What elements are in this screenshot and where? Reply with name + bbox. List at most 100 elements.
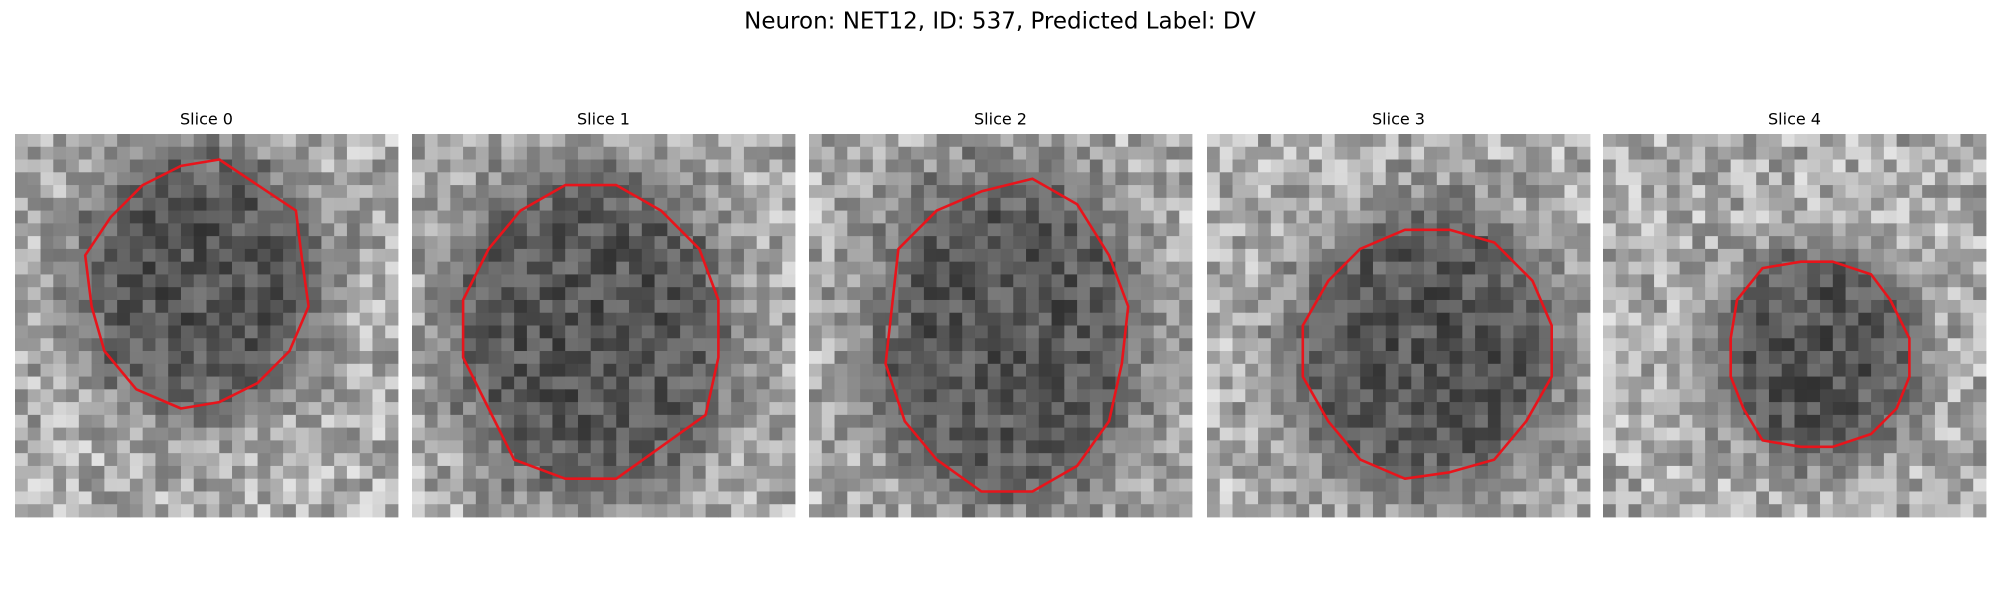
pixel <box>295 402 310 416</box>
pixel <box>1064 376 1078 390</box>
pixel <box>731 134 745 148</box>
pixel <box>1166 299 1180 314</box>
pixel <box>1309 351 1323 365</box>
pixel <box>692 376 707 390</box>
pixel <box>232 478 246 492</box>
pixel <box>1128 427 1142 441</box>
pixel <box>1807 453 1821 467</box>
pixel <box>1832 453 1846 467</box>
pixel <box>1705 338 1719 352</box>
pixel <box>731 236 745 250</box>
pixel <box>424 287 438 301</box>
pixel <box>1258 504 1272 518</box>
pixel <box>1245 376 1259 390</box>
pixel <box>603 299 617 314</box>
pixel <box>1321 172 1336 186</box>
pixel <box>1538 427 1553 441</box>
pixel <box>616 427 630 441</box>
pixel <box>1973 465 1987 480</box>
pixel <box>1077 351 1091 365</box>
pixel <box>129 274 144 288</box>
pixel <box>898 453 912 467</box>
pixel <box>359 172 373 186</box>
pixel <box>1232 146 1246 160</box>
pixel <box>821 440 835 454</box>
pixel <box>1756 172 1770 186</box>
pixel <box>1232 440 1246 454</box>
pixel <box>911 325 925 339</box>
pixel <box>104 491 118 505</box>
pixel <box>1270 197 1284 211</box>
pixel <box>450 248 464 263</box>
pixel <box>1781 440 1795 454</box>
pixel <box>40 491 54 505</box>
pixel <box>1140 299 1155 314</box>
pixel <box>1102 146 1116 160</box>
pixel <box>232 312 246 326</box>
pixel <box>1947 299 1961 314</box>
pixel <box>1207 338 1221 352</box>
pixel <box>1153 223 1167 237</box>
pixel <box>629 287 643 301</box>
pixel <box>117 338 131 352</box>
pixel <box>641 453 655 467</box>
pixel <box>1398 146 1412 160</box>
pixel <box>424 414 438 429</box>
pixel <box>1947 236 1961 250</box>
pixel <box>1551 363 1565 377</box>
pixel <box>1153 465 1167 480</box>
pixel <box>1000 197 1014 211</box>
pixel <box>1526 159 1540 173</box>
pixel <box>1551 325 1565 339</box>
pixel <box>565 325 579 339</box>
pixel <box>450 465 464 480</box>
pixel <box>987 210 1001 224</box>
pixel <box>104 134 118 148</box>
pixel <box>1153 197 1167 211</box>
pixel <box>1807 363 1821 377</box>
pixel <box>1283 478 1297 492</box>
pixel <box>1692 159 1706 173</box>
pixel <box>117 389 131 403</box>
pixel <box>1654 312 1668 326</box>
pixel <box>1973 172 1987 186</box>
pixel <box>1051 172 1065 186</box>
pixel <box>463 185 477 199</box>
pixel <box>91 185 105 199</box>
pixel <box>641 427 655 441</box>
pixel <box>1730 414 1744 429</box>
pixel <box>962 248 976 263</box>
pixel <box>705 440 719 454</box>
pixel <box>53 134 67 148</box>
pixel <box>1038 299 1052 314</box>
pixel <box>15 363 29 377</box>
pixel <box>193 210 207 224</box>
pixel <box>667 351 681 365</box>
pixel <box>1615 376 1629 390</box>
pixel <box>244 491 258 505</box>
pixel <box>206 223 220 237</box>
pixel <box>193 453 207 467</box>
pixel <box>1360 223 1374 237</box>
pixel <box>1909 299 1923 314</box>
pixel <box>180 248 195 263</box>
pixel <box>821 402 835 416</box>
pixel <box>1321 261 1336 275</box>
pixel <box>1038 261 1052 275</box>
pixel <box>743 338 758 352</box>
pixel <box>1794 389 1808 403</box>
pixel <box>1245 338 1259 352</box>
pixel <box>321 210 335 224</box>
pixel <box>1487 491 1502 505</box>
pixel <box>450 325 464 339</box>
pixel <box>743 389 758 403</box>
pixel <box>193 338 207 352</box>
pixel <box>1858 210 1872 224</box>
pixel <box>809 274 823 288</box>
pixel <box>936 236 950 250</box>
pixel <box>1411 351 1425 365</box>
pixel <box>1679 414 1693 429</box>
pixel <box>923 325 938 339</box>
pixel <box>809 197 823 211</box>
pixel <box>1309 134 1323 148</box>
